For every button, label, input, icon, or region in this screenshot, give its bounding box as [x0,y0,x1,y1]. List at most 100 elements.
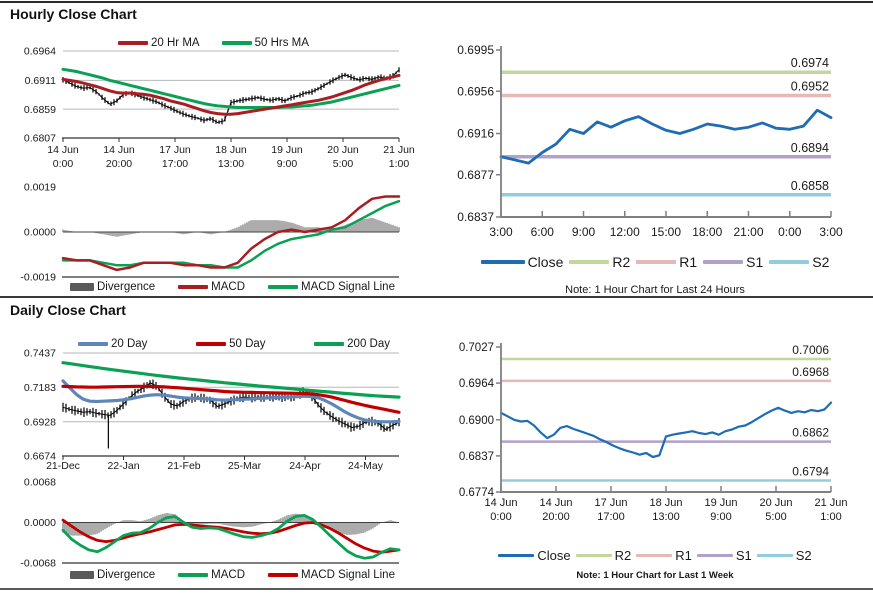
line-swatch [569,260,610,264]
svg-text:20:00: 20:00 [542,511,570,523]
legend-item: 50 Day [196,338,266,350]
legend-label: R1 [675,548,692,563]
daily-macd-series-macd [61,514,401,560]
line-swatch [268,285,299,289]
svg-text:0.6900: 0.6900 [459,415,494,427]
svg-text:0.6916: 0.6916 [457,127,494,141]
hourly-macd-plot: 0.0019 0.0000 -0.0019 [20,182,401,284]
legend-label: S2 [812,254,830,270]
legend-item: MACD [178,281,245,293]
svg-text:13:00: 13:00 [218,158,244,170]
hourly-macd-series-signal [61,199,401,269]
svg-text:20 Jun: 20 Jun [327,144,359,156]
svg-text:19 Jun: 19 Jun [704,497,737,509]
svg-text:0.7437: 0.7437 [24,349,56,360]
daily-macd-plot: 0.0068 0.0000 -0.0068 [20,477,401,570]
legend-label: S1 [735,548,752,563]
svg-text:12:00: 12:00 [610,225,640,239]
svg-text:14 Jun: 14 Jun [103,144,135,156]
svg-text:20:00: 20:00 [106,158,132,170]
line-swatch [498,554,535,557]
svg-text:24-Apr: 24-Apr [289,460,321,472]
legend-label: MACD Signal Line [301,569,395,581]
legend-item: Close [498,548,571,563]
svg-text:13:00: 13:00 [652,511,680,523]
svg-text:0.6837: 0.6837 [459,451,494,463]
svg-text:17 Jun: 17 Jun [159,144,191,156]
legend-label: 20 Day [111,338,148,350]
legend-label: R1 [679,254,698,270]
svg-text:0.6964: 0.6964 [24,46,56,58]
svg-text:0.7006: 0.7006 [792,343,829,357]
hourly-macd-chart: 0.0019 0.0000 -0.0019 [20,182,401,284]
legend-label: Close [527,254,564,270]
svg-text:0.6674: 0.6674 [24,451,56,463]
svg-text:18:00: 18:00 [692,225,722,239]
legend-label: 50 Day [229,338,266,350]
svg-text:3:00: 3:00 [489,225,513,239]
svg-text:15:00: 15:00 [651,225,681,239]
svg-text:21 Jun: 21 Jun [383,144,415,156]
svg-text:0:00: 0:00 [53,158,74,170]
svg-text:0.7183: 0.7183 [24,382,56,394]
legend-label: Close [537,548,571,563]
top-rule [0,1,873,3]
svg-text:21-Dec: 21-Dec [46,460,80,472]
legend-label: S2 [795,548,812,563]
svg-text:0.6974: 0.6974 [791,56,829,70]
svg-text:0.6858: 0.6858 [791,179,829,193]
line-swatch [178,285,209,289]
legend-item: MACD Signal Line [268,569,395,581]
hourly-pivot-note: Note: 1 Hour Chart for Last 24 Hours [565,284,745,296]
hourly-macd-series-macd [61,195,401,272]
legend-item: Divergence [70,569,155,581]
section-divider [0,296,873,298]
svg-text:0.6956: 0.6956 [457,84,494,98]
line-swatch [196,342,227,346]
legend-label: 200 Day [347,338,390,350]
svg-text:14 Jun: 14 Jun [539,497,572,509]
line-swatch [178,573,209,577]
legend-item: 200 Day [314,338,390,350]
legend-label: MACD Signal Line [301,281,395,293]
legend-item: R2 [575,548,631,563]
daily-pivot-plot: 0.7027 0.6964 0.6900 0.6837 0.6774 0.7006 0.69… [459,342,848,523]
line-swatch [480,260,525,264]
bar-swatch [70,571,94,579]
svg-text:0.6995: 0.6995 [457,43,494,57]
svg-text:5:00: 5:00 [333,158,354,170]
svg-text:6:00: 6:00 [531,225,555,239]
legend-item: S1 [703,254,763,270]
legend-label: 50 Hrs MA [254,37,309,49]
svg-text:9:00: 9:00 [572,225,596,239]
daily-pivot-note: Note: 1 Hour Chart for Last 1 Week [576,570,734,581]
legend-item: S2 [756,548,812,563]
svg-text:0.6774: 0.6774 [459,487,495,499]
legend-label: S1 [746,254,764,270]
svg-text:19 Jun: 19 Jun [271,144,303,156]
hourly-price-series-ma20 [61,73,401,116]
legend-label: MACD [211,569,246,581]
daily-macd-legend: Divergence MACD MACD Signal Line [70,569,395,581]
daily-price-series-ma20 [61,379,401,424]
svg-text:9:00: 9:00 [277,158,298,170]
legend-label: MACD [211,281,246,293]
svg-text:0.6911: 0.6911 [25,75,56,87]
line-swatch [696,554,733,557]
line-swatch [78,342,108,346]
legend-item: 20 Day [78,338,147,350]
line-swatch [268,573,299,577]
legend-item: R1 [636,548,692,563]
legend-label: R2 [612,254,631,270]
daily-macd-chart: 0.0068 0.0000 -0.0068 [20,477,401,570]
legend-item: 50 Hrs MA [221,37,309,49]
legend-item: 20 Hr MA [118,37,200,49]
hourly-section-title: Hourly Close Chart [10,6,137,22]
svg-text:0.6952: 0.6952 [791,79,829,93]
svg-text:21-Feb: 21-Feb [167,460,200,472]
svg-text:0.6862: 0.6862 [792,426,829,440]
svg-text:17 Jun: 17 Jun [594,497,627,509]
svg-text:0.0000: 0.0000 [24,227,56,239]
